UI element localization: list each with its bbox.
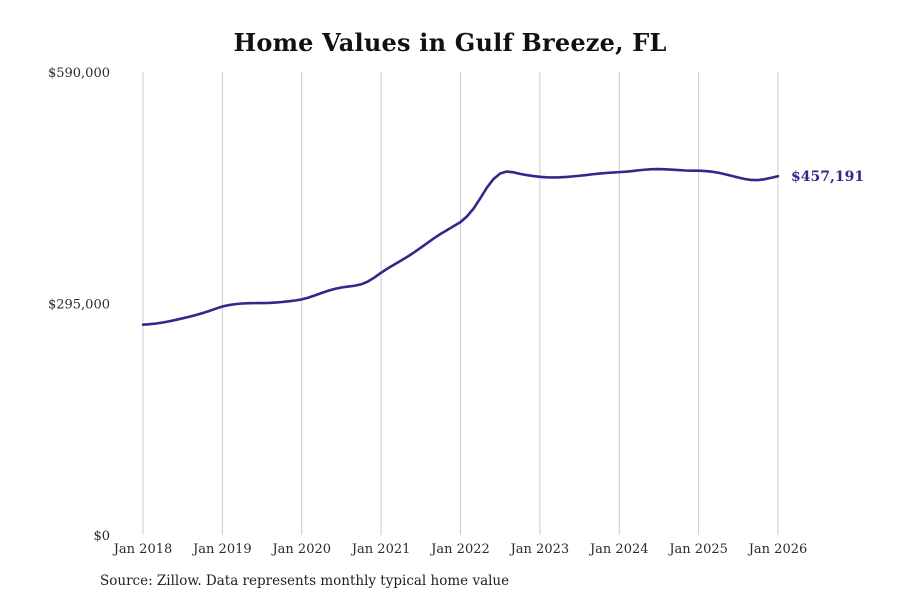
y-tick-label: $295,000: [48, 298, 110, 313]
home-value-line: [141, 167, 780, 326]
x-tick-label: Jan 2025: [667, 542, 728, 557]
x-tick-label: Jan 2024: [588, 542, 649, 557]
x-tick-label: Jan 2026: [747, 542, 808, 557]
x-tick-label: Jan 2018: [112, 542, 173, 557]
x-tick-label: Jan 2023: [509, 542, 570, 557]
source-note: Source: Zillow. Data represents monthly …: [100, 573, 510, 589]
y-tick-label: $0: [93, 529, 110, 544]
x-tick-label: Jan 2021: [350, 542, 411, 557]
x-tick-label: Jan 2022: [429, 542, 490, 557]
y-tick-label: $590,000: [48, 66, 110, 81]
x-tick-label: Jan 2020: [270, 542, 331, 557]
chart-title: Home Values in Gulf Breeze, FL: [233, 28, 667, 57]
end-value-label: $457,191: [791, 169, 864, 185]
x-tick-label: Jan 2019: [191, 542, 252, 557]
